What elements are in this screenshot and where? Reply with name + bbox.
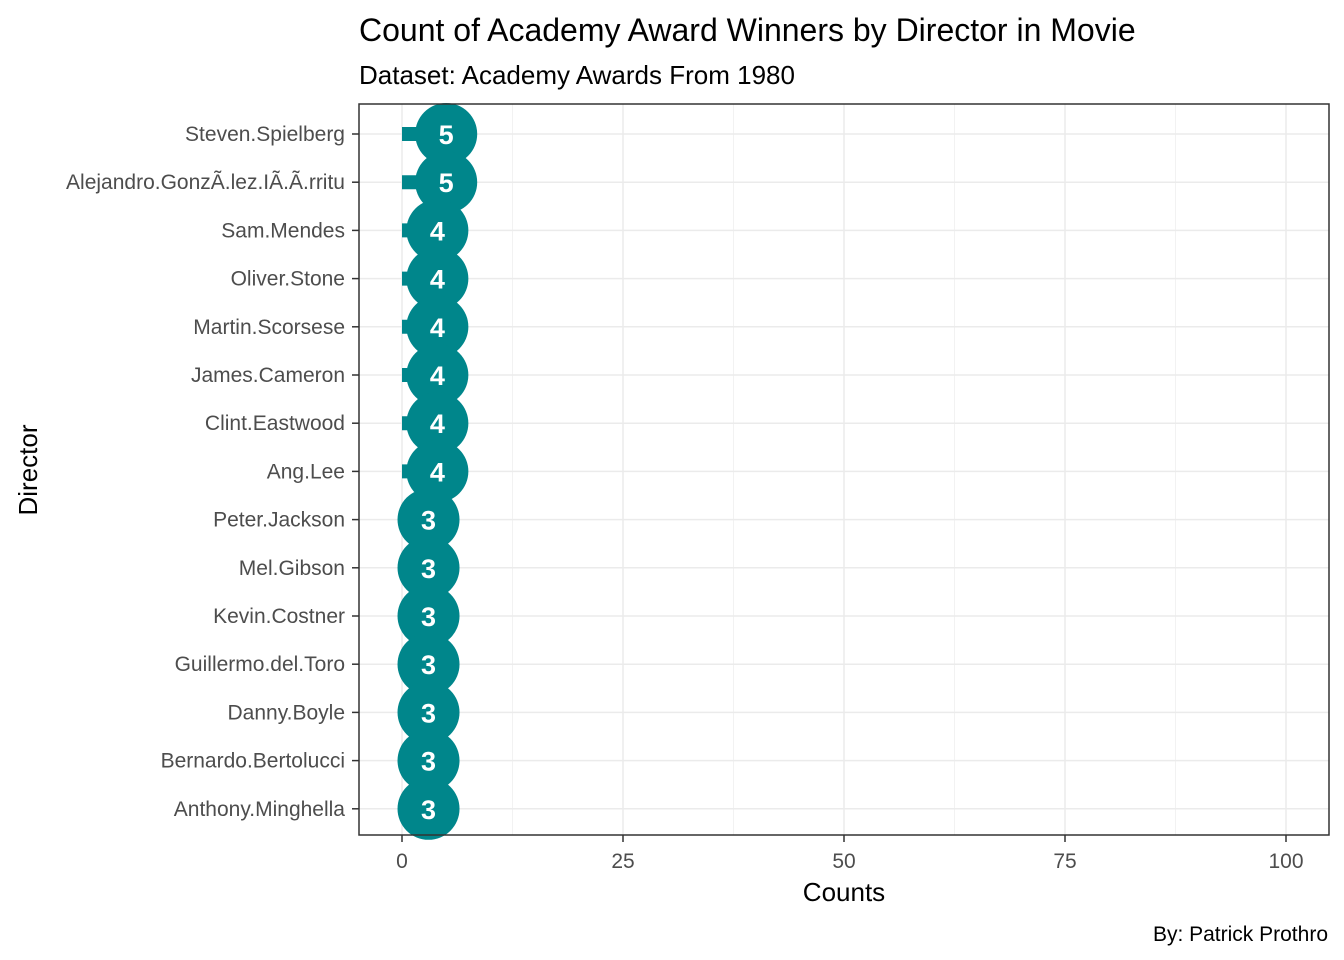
data-label: 4 — [430, 457, 445, 487]
y-axis-title: Director — [13, 424, 43, 515]
x-axis-title: Counts — [803, 877, 885, 907]
y-tick-label: James.Cameron — [191, 364, 345, 387]
data-label: 3 — [421, 747, 436, 777]
y-tick-label: Peter.Jackson — [213, 509, 345, 532]
data-label: 3 — [421, 795, 436, 825]
data-label: 3 — [421, 698, 436, 728]
data-label: 4 — [430, 216, 445, 246]
y-tick-label: Oliver.Stone — [231, 268, 345, 291]
y-tick-label: Bernardo.Bertolucci — [161, 750, 345, 773]
y-tick-label: Steven.Spielberg — [185, 123, 345, 146]
lollipop-point — [397, 633, 460, 696]
data-label: 4 — [430, 409, 445, 439]
data-label: 4 — [430, 361, 445, 391]
lollipop-point — [397, 536, 460, 599]
x-tick-label: 50 — [832, 850, 855, 873]
lollipop-point — [406, 247, 469, 310]
y-tick-label: Martin.Scorsese — [193, 316, 345, 339]
lollipop-point — [415, 103, 478, 165]
lollipop-point — [397, 488, 460, 551]
data-label: 3 — [421, 506, 436, 536]
lollipop-point — [397, 681, 460, 744]
x-tick-label: 75 — [1053, 850, 1076, 873]
y-tick-label: Guillermo.del.Toro — [175, 653, 345, 676]
data-label: 4 — [430, 265, 445, 295]
lollipop-point — [397, 729, 460, 792]
chart-subtitle: Dataset: Academy Awards From 1980 — [359, 60, 795, 90]
data-label: 3 — [421, 602, 436, 632]
lollipop-point — [406, 440, 469, 503]
data-label: 3 — [421, 650, 436, 680]
chart-title: Count of Academy Award Winners by Direct… — [359, 12, 1136, 48]
chart-caption: By: Patrick Prothro — [1153, 923, 1328, 946]
data-label: 5 — [439, 168, 454, 198]
lollipop-point — [406, 392, 469, 455]
grid-lines — [359, 104, 1329, 835]
lollipop-point — [406, 199, 469, 262]
y-axis-ticks: Steven.Spielberg Alejandro.GonzÃ.lez.IÃ.Ã… — [66, 123, 359, 821]
lollipop-point — [406, 295, 469, 358]
x-axis-ticks: 0 25 50 75 100 — [396, 835, 1304, 873]
lollipop-point — [406, 344, 469, 406]
y-tick-label: Kevin.Costner — [213, 605, 345, 628]
x-tick-label: 100 — [1268, 850, 1303, 873]
y-tick-label: Danny.Boyle — [227, 701, 345, 724]
y-tick-label: Clint.Eastwood — [205, 412, 345, 435]
y-tick-label: Anthony.Minghella — [174, 798, 346, 821]
y-tick-label: Ang.Lee — [267, 460, 345, 483]
lollipop-point — [415, 151, 478, 214]
y-tick-label: Alejandro.GonzÃ.lez.IÃ.Ã.rritu — [66, 170, 345, 194]
data-labels: 5 5 4 4 4 4 4 4 3 3 3 3 3 3 3 — [421, 120, 454, 825]
x-tick-label: 25 — [611, 850, 634, 873]
data-label: 3 — [421, 554, 436, 584]
y-tick-label: Sam.Mendes — [221, 219, 345, 242]
data-label: 4 — [430, 313, 445, 343]
x-tick-label: 0 — [396, 850, 408, 873]
lollipop-point — [397, 585, 460, 647]
lollipop-points — [397, 103, 478, 840]
lollipop-point — [397, 777, 460, 840]
y-tick-label: Mel.Gibson — [239, 557, 345, 580]
data-label: 5 — [439, 120, 454, 150]
